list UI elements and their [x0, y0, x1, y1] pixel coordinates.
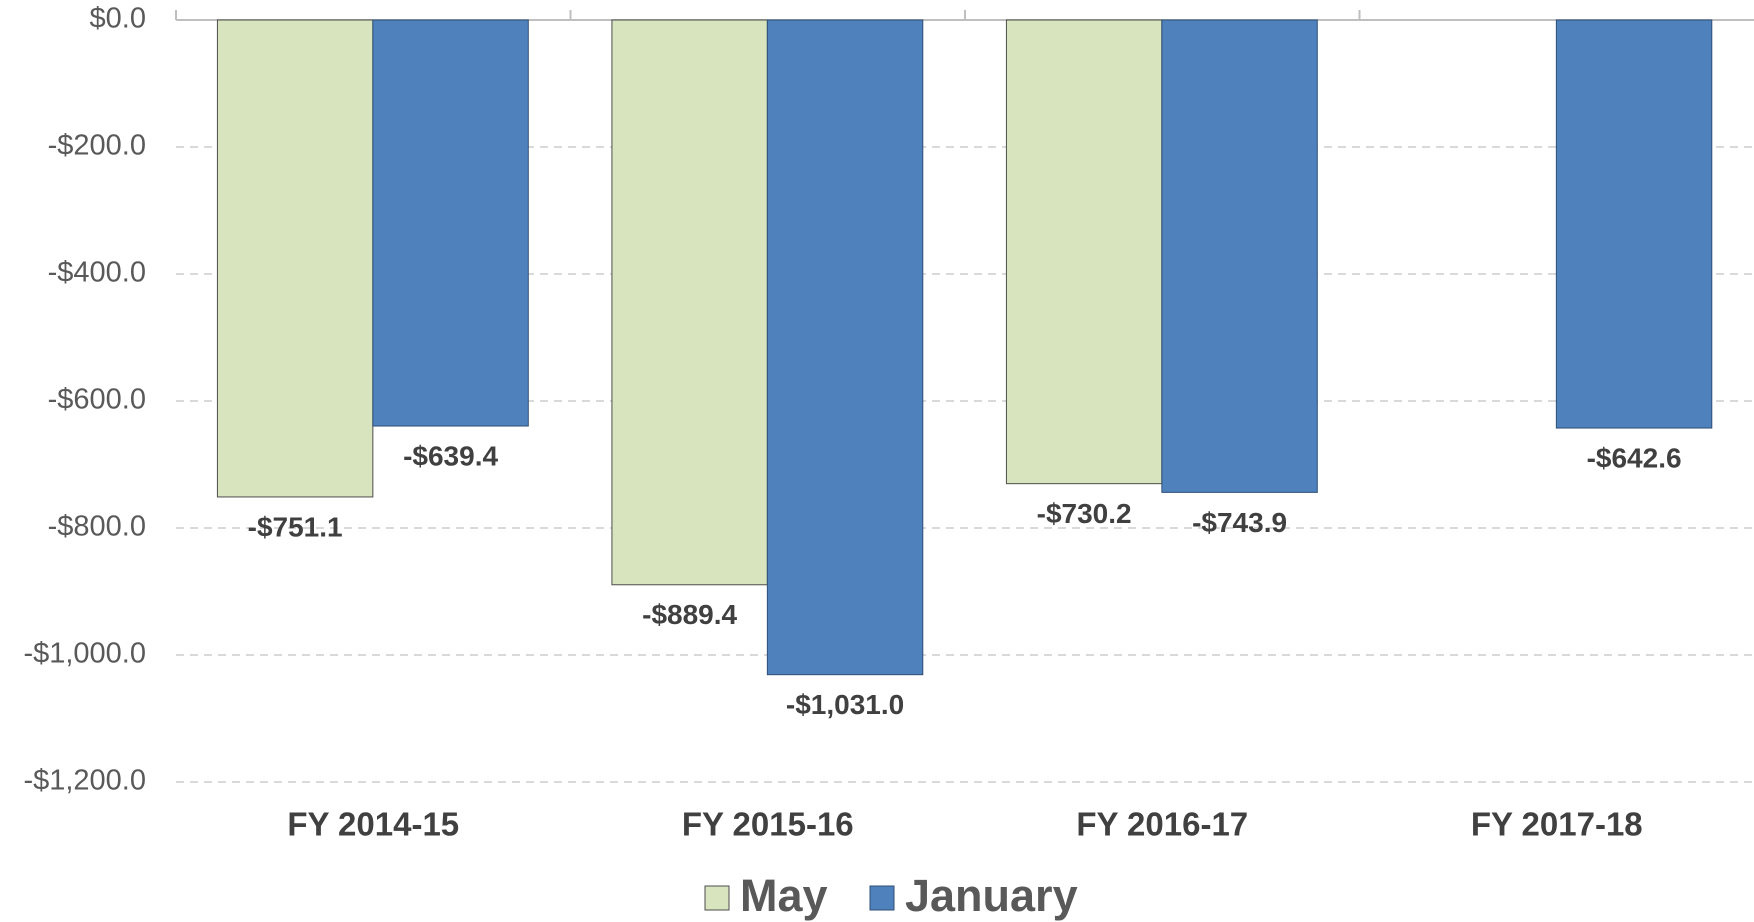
legend-label: January — [905, 870, 1078, 921]
y-tick-label: -$800.0 — [48, 511, 146, 543]
legend-swatch — [869, 885, 895, 911]
x-tick-label: FY 2014-15 — [287, 806, 459, 843]
data-label: -$639.4 — [403, 440, 498, 471]
data-label: -$751.1 — [248, 511, 343, 542]
y-tick-label: -$1,200.0 — [23, 765, 146, 797]
legend-swatch — [704, 885, 730, 911]
x-tick-label: FY 2017-18 — [1471, 806, 1643, 843]
data-label: -$743.9 — [1192, 507, 1287, 538]
legend-label: May — [740, 870, 828, 921]
bar — [1161, 19, 1318, 493]
y-tick-label: -$600.0 — [48, 384, 146, 416]
y-tick-label: $0.0 — [90, 3, 146, 35]
bar — [1555, 19, 1713, 429]
data-label: -$1,031.0 — [786, 689, 904, 720]
y-tick-label: -$400.0 — [48, 257, 146, 289]
bar — [766, 19, 924, 676]
data-label: -$730.2 — [1037, 498, 1132, 529]
data-label: -$642.6 — [1587, 442, 1682, 473]
bar — [216, 19, 374, 498]
x-tick-label: FY 2015-16 — [682, 806, 854, 843]
x-tick-label: FY 2016-17 — [1076, 806, 1248, 843]
bar — [1005, 19, 1163, 485]
y-tick-label: -$200.0 — [48, 130, 146, 162]
data-label: -$889.4 — [642, 599, 737, 630]
y-tick-label: -$1,000.0 — [23, 638, 146, 670]
bar — [372, 19, 529, 427]
bar — [611, 19, 768, 586]
